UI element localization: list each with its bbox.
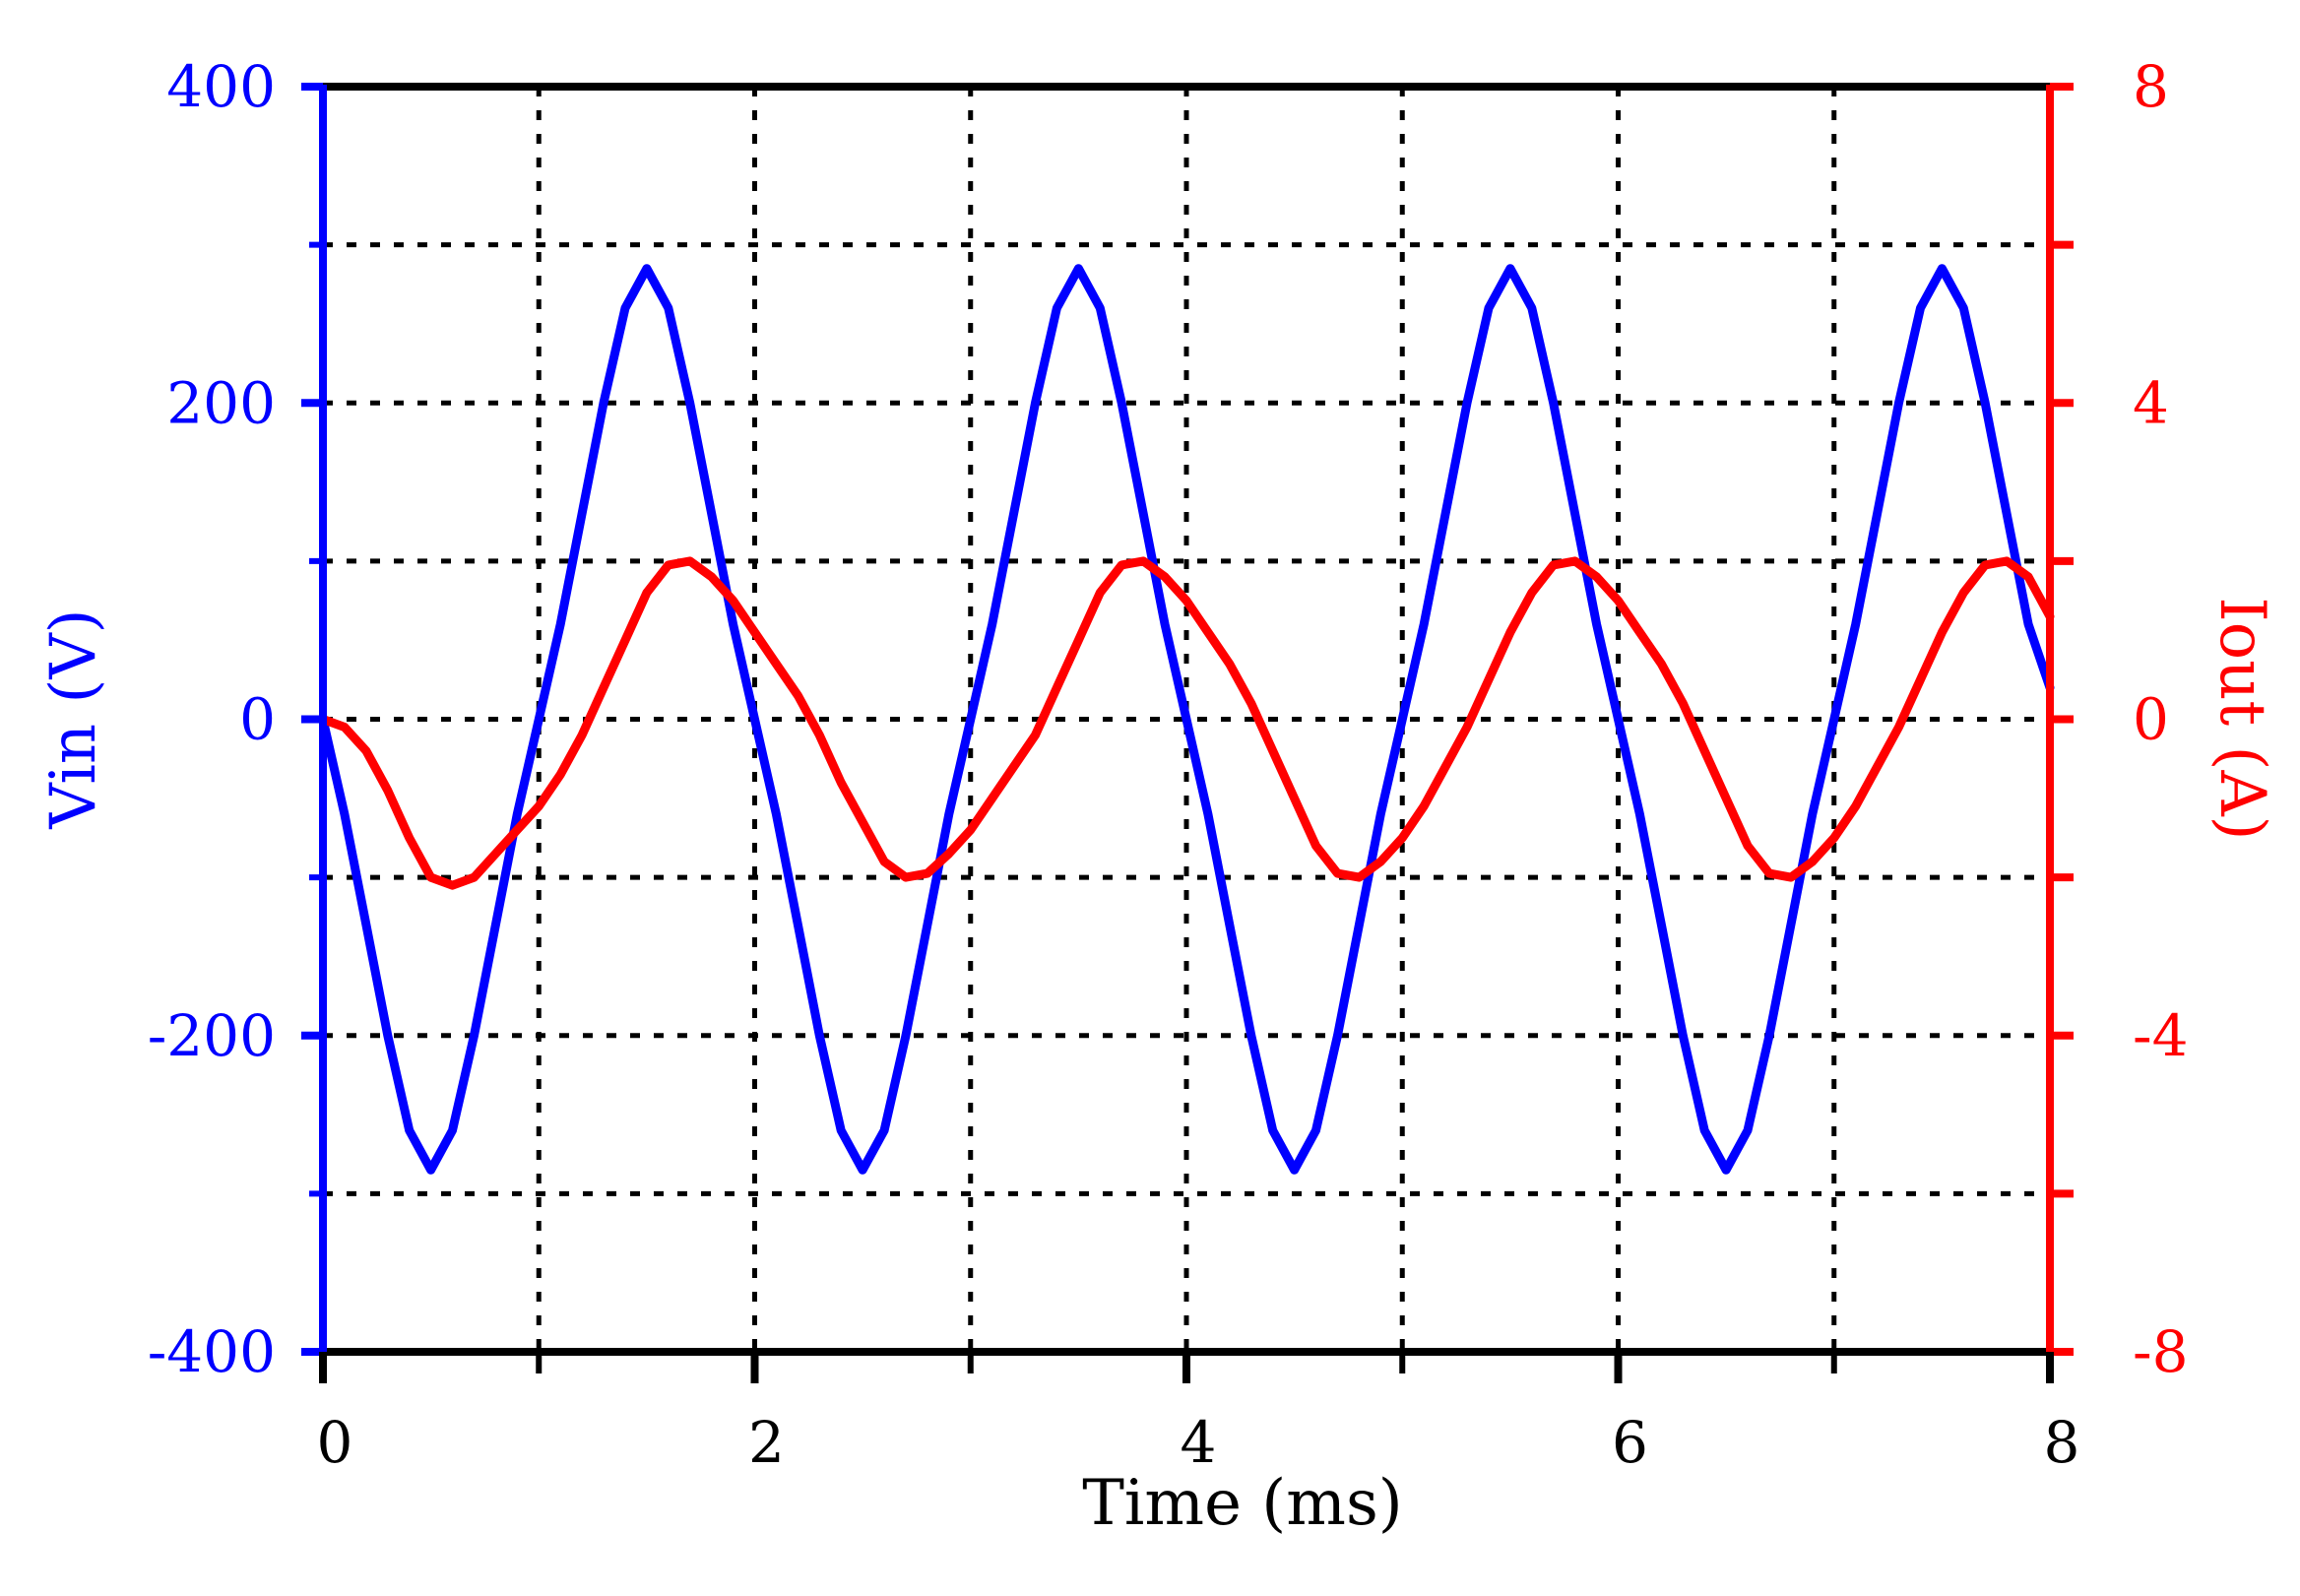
left-tick-label: -400 xyxy=(148,1318,276,1385)
labels: -400 -200 0 200 400 -8 -4 0 4 8 0 2 4 6 8 Time (ms) Vin … xyxy=(37,53,2278,1540)
x-tick-label: 2 xyxy=(748,1409,785,1476)
x-axis-title: Time (ms) xyxy=(1082,1467,1403,1540)
right-axis-title: Iout (A) xyxy=(2205,597,2278,840)
right-tick-label: 4 xyxy=(2133,369,2169,436)
axes xyxy=(301,83,2074,1383)
grid xyxy=(323,87,2050,1352)
x-tick-label: 4 xyxy=(1181,1409,1217,1476)
series-line-right xyxy=(318,556,2055,890)
left-tick-label: -200 xyxy=(148,1002,276,1069)
right-tick-label: 8 xyxy=(2133,53,2169,120)
right-tick-label: 0 xyxy=(2133,686,2169,753)
left-tick-label: 200 xyxy=(166,369,276,436)
left-tick-label: 400 xyxy=(166,53,276,120)
x-tick-label: 0 xyxy=(317,1409,353,1476)
right-tick-label: -8 xyxy=(2133,1318,2189,1385)
x-tick-label: 6 xyxy=(1612,1409,1648,1476)
left-axis-title: Vin (V) xyxy=(37,608,110,829)
x-tick-label: 8 xyxy=(2044,1409,2080,1476)
series-line-left xyxy=(318,264,2055,1175)
series xyxy=(318,264,2055,1175)
right-tick-label: -4 xyxy=(2133,1002,2189,1069)
left-tick-label: 0 xyxy=(239,686,276,753)
